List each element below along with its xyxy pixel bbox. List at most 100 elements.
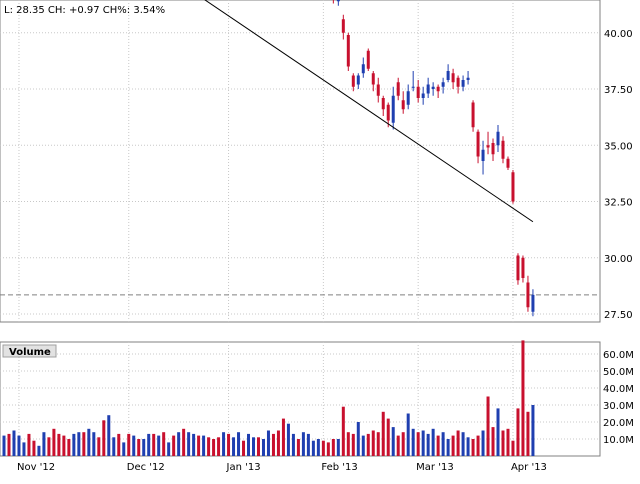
candle-down <box>456 77 460 87</box>
volume-bars <box>2 340 535 456</box>
volume-bar <box>102 420 106 456</box>
candle-up <box>531 294 535 312</box>
volume-tick-label: 20.0M <box>603 418 634 429</box>
volume-bar <box>476 435 480 456</box>
volume-bar <box>421 430 425 456</box>
volume-bar <box>212 439 216 456</box>
volume-bar <box>182 428 186 456</box>
volume-bar <box>217 437 221 456</box>
x-tick-label: Apr '13 <box>511 462 547 473</box>
volume-y-axis: 10.0M 20.0M 30.0M 40.0M 50.0M 60.0M <box>603 350 634 446</box>
volume-bar <box>187 432 191 456</box>
volume-bar <box>256 437 260 456</box>
candle-down <box>416 86 420 98</box>
candle-down <box>376 84 380 96</box>
volume-bar <box>526 411 530 456</box>
candle-up <box>411 86 415 88</box>
candle-down <box>491 143 495 155</box>
candle-down <box>471 102 475 128</box>
volume-tick-label: 50.0M <box>603 367 634 378</box>
volume-bar <box>321 440 325 456</box>
volume-bar <box>202 435 206 456</box>
volume-bar <box>237 432 241 456</box>
volume-bar <box>62 435 66 456</box>
volume-bar <box>286 423 290 456</box>
candle-up <box>406 91 410 105</box>
volume-bar <box>167 442 171 456</box>
volume-bar <box>37 445 41 456</box>
volume-bar <box>391 427 395 456</box>
volume-bar <box>172 435 176 456</box>
candle-up <box>431 86 435 89</box>
volume-bar <box>242 440 246 456</box>
candle-up <box>361 64 365 74</box>
volume-bar <box>406 413 410 456</box>
volume-bar <box>316 439 320 456</box>
volume-bar <box>356 422 360 456</box>
volume-bar <box>466 437 470 456</box>
price-tick-label: 30.00 <box>604 254 633 265</box>
volume-bar <box>431 428 435 456</box>
volume-bar <box>511 440 515 456</box>
candle-down <box>506 158 510 168</box>
candle-up <box>356 75 360 85</box>
volume-bar <box>496 408 500 456</box>
volume-bar <box>371 430 375 456</box>
volume-bar <box>441 432 445 456</box>
volume-bar <box>77 432 81 456</box>
volume-tick-label: 30.0M <box>603 401 634 412</box>
candle-up <box>466 77 470 80</box>
volume-bar <box>341 406 345 456</box>
price-tick-label: 37.50 <box>604 85 633 96</box>
volume-bar <box>481 430 485 456</box>
volume-bar <box>386 418 390 456</box>
volume-bar <box>436 435 440 456</box>
candle-down <box>366 50 370 69</box>
volume-bar <box>52 428 56 456</box>
volume-bar <box>197 435 201 456</box>
volume-bar <box>296 439 300 456</box>
volume-bar <box>261 439 265 456</box>
price-tick-label: 35.00 <box>604 141 633 152</box>
volume-bar <box>351 433 355 456</box>
volume-bar <box>456 430 460 456</box>
candle-down <box>396 82 400 96</box>
candle-down <box>516 255 520 281</box>
volume-bar <box>222 432 226 456</box>
candle-down <box>341 19 345 33</box>
volume-bar <box>247 433 251 456</box>
volume-bar <box>291 433 295 456</box>
volume-bar <box>276 430 280 456</box>
volume-bar <box>271 433 275 456</box>
candle-down <box>371 73 375 85</box>
volume-bar <box>336 439 340 456</box>
volume-bar <box>122 442 126 456</box>
candle-down <box>521 257 525 278</box>
candle-down <box>386 104 390 121</box>
volume-bar <box>521 340 525 456</box>
volume-bar <box>67 439 71 456</box>
volume-bar <box>396 435 400 456</box>
volume-bar <box>471 439 475 456</box>
price-tick-label: 27.50 <box>604 310 633 321</box>
volume-bar <box>162 432 166 456</box>
volume-bar <box>97 437 101 456</box>
volume-bar <box>446 439 450 456</box>
volume-bar <box>426 433 430 456</box>
volume-label-box <box>2 344 57 358</box>
candle-down <box>526 282 530 308</box>
volume-bar <box>192 433 196 456</box>
volume-bar <box>132 435 136 456</box>
candle-up <box>336 0 340 2</box>
candles <box>332 0 535 317</box>
volume-panel-frame <box>0 341 601 457</box>
volume-bar <box>506 428 510 456</box>
x-tick-label: Jan '13 <box>226 462 261 473</box>
volume-bar <box>72 433 76 456</box>
volume-bar <box>112 437 116 456</box>
volume-bar <box>311 440 315 456</box>
candle-up <box>496 131 500 146</box>
candle-up <box>421 93 425 98</box>
candle-down <box>476 131 480 157</box>
